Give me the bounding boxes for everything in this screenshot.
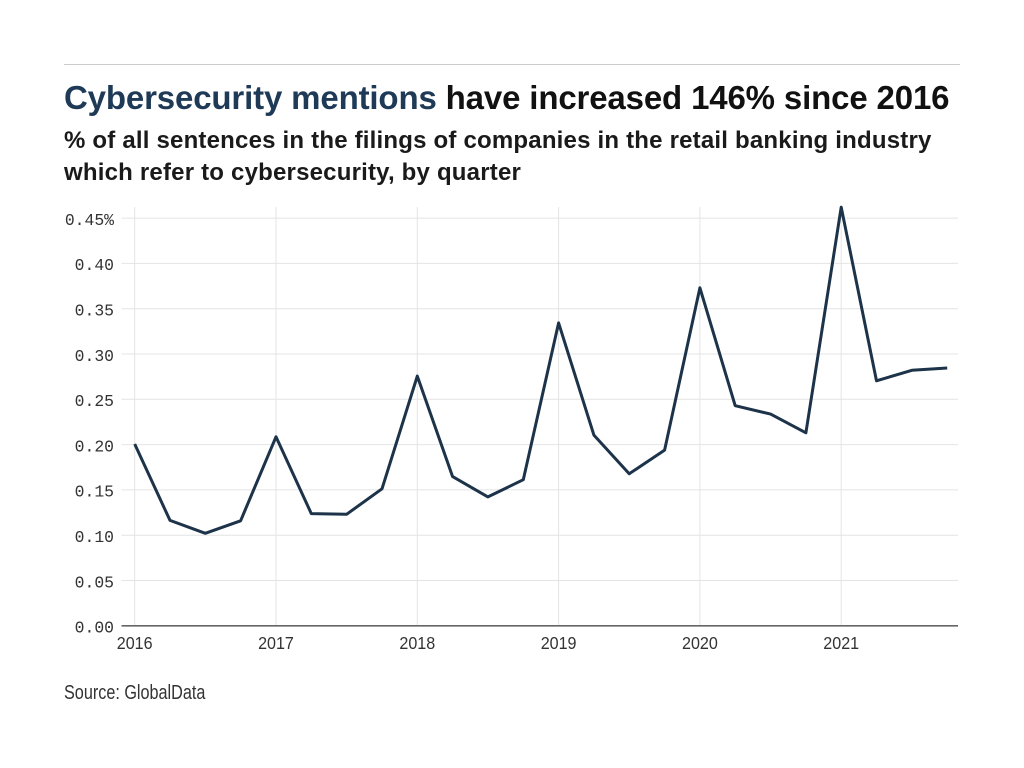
svg-text:0.10: 0.10 [75, 528, 114, 547]
svg-text:2016: 2016 [117, 633, 153, 653]
svg-text:0.30: 0.30 [75, 347, 114, 366]
svg-text:0.45%: 0.45% [65, 211, 114, 230]
svg-text:2018: 2018 [399, 633, 435, 653]
svg-text:0.05: 0.05 [75, 573, 114, 592]
svg-text:2019: 2019 [541, 633, 577, 653]
svg-text:0.00: 0.00 [75, 619, 114, 638]
svg-text:2021: 2021 [823, 633, 859, 653]
svg-text:0.35: 0.35 [75, 302, 114, 321]
svg-text:2020: 2020 [682, 633, 718, 653]
svg-text:0.20: 0.20 [75, 437, 114, 456]
svg-text:2017: 2017 [258, 633, 294, 653]
svg-text:0.25: 0.25 [75, 392, 114, 411]
svg-text:0.15: 0.15 [75, 483, 114, 502]
svg-text:0.40: 0.40 [75, 256, 114, 275]
